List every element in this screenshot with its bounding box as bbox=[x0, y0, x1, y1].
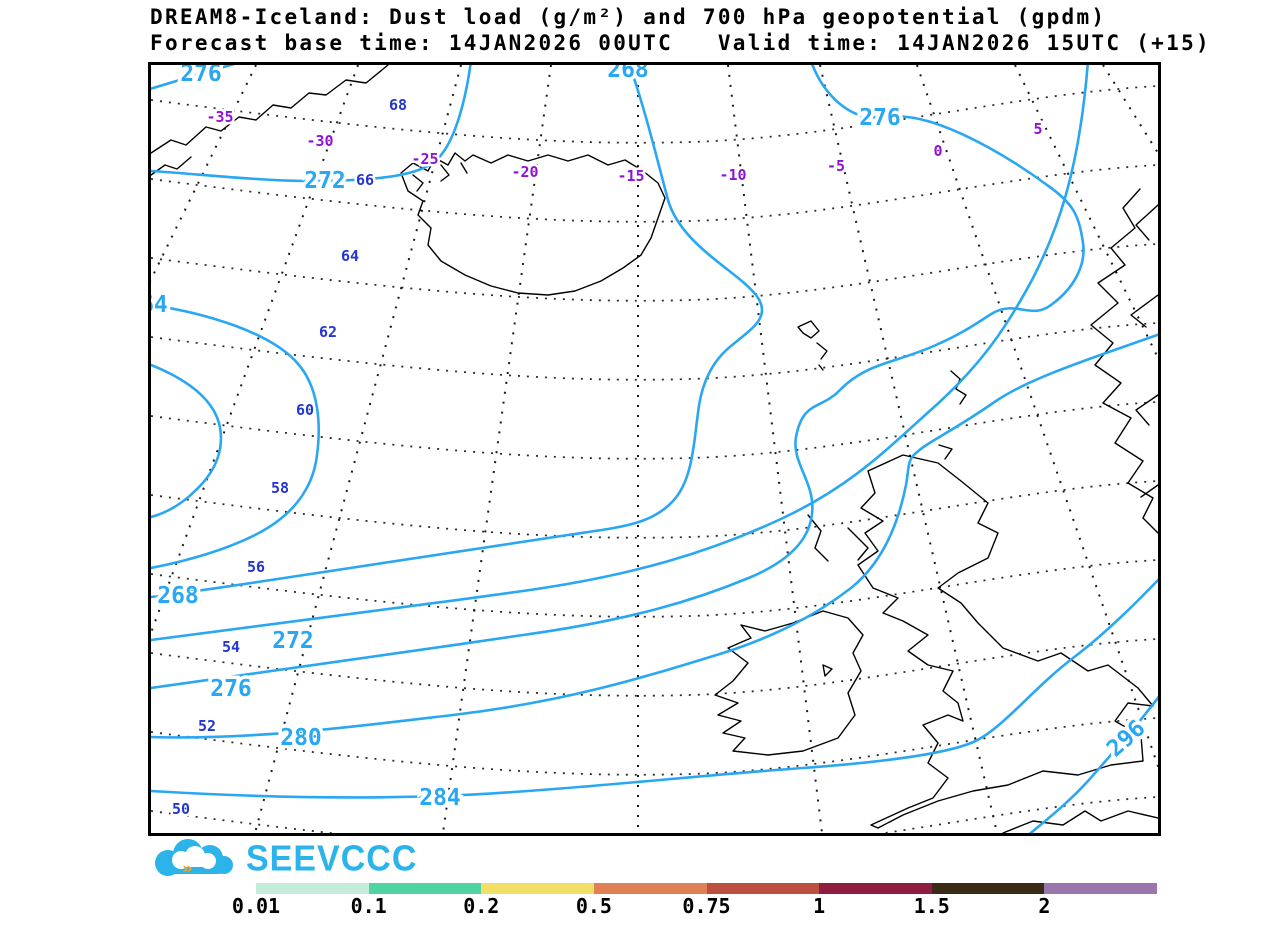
contour-264-loop bbox=[151, 303, 320, 570]
contour-label: 276 bbox=[180, 65, 222, 87]
longitude-label: 0 bbox=[933, 142, 942, 160]
latitude-label: 62 bbox=[319, 323, 337, 341]
latitude-label: 56 bbox=[247, 558, 265, 576]
coastlines bbox=[151, 65, 1158, 833]
map-frame: 2762722682762642682722762802842966866646… bbox=[148, 62, 1161, 836]
colorbar-segment bbox=[1044, 883, 1157, 894]
colorbar-segment bbox=[368, 883, 482, 894]
contour-label: 272 bbox=[304, 168, 346, 194]
colorbar-tick: 0.2 bbox=[463, 894, 500, 918]
parallel-line bbox=[151, 480, 1158, 539]
parallel-line bbox=[151, 638, 1158, 697]
colorbar-tick: 0.1 bbox=[350, 894, 387, 918]
longitude-label: -15 bbox=[617, 167, 644, 185]
colorbar-tick: 0.75 bbox=[682, 894, 731, 918]
latitude-label: 50 bbox=[172, 800, 190, 818]
contour-272-south bbox=[151, 65, 1089, 642]
longitude-label: 5 bbox=[1033, 120, 1042, 138]
contour-280 bbox=[151, 333, 1158, 739]
contour-296 bbox=[1028, 695, 1158, 833]
seevccc-logo: » SEEVCCC bbox=[148, 838, 417, 880]
longitude-label: -25 bbox=[411, 150, 438, 168]
dust-load-colorbar bbox=[256, 883, 1157, 894]
shetland-islands bbox=[950, 370, 967, 405]
orkney-islands bbox=[938, 444, 953, 460]
parallel-line bbox=[151, 796, 1158, 833]
greenland-coast bbox=[151, 65, 389, 154]
contour-284 bbox=[151, 578, 1158, 799]
latitude-label: 60 bbox=[296, 401, 314, 419]
colorbar-segment bbox=[481, 883, 594, 894]
longitude-label: -20 bbox=[511, 163, 538, 181]
colorbar-tick: 0.5 bbox=[575, 894, 612, 918]
colorbar-tick: 1.5 bbox=[913, 894, 950, 918]
contour-label: 276 bbox=[859, 105, 901, 131]
geopotential-contours bbox=[151, 65, 1158, 833]
faroe-islands bbox=[797, 320, 828, 371]
parallel-line bbox=[151, 243, 1158, 302]
contour-label: 264 bbox=[151, 292, 168, 318]
svg-text:»: » bbox=[182, 859, 193, 879]
norway-coast bbox=[1090, 188, 1158, 534]
contour-276-south bbox=[151, 65, 1085, 690]
iceland-fjords bbox=[412, 162, 468, 192]
map-title: DREAM8-Iceland: Dust load (g/m²) and 700… bbox=[150, 5, 1107, 29]
france-coast bbox=[1002, 810, 1158, 833]
map-labels: 2762722682762642682722762802842966866646… bbox=[151, 65, 1154, 821]
greenland-coast bbox=[151, 156, 192, 176]
title-block: DREAM8-Iceland: Dust load (g/m²) and 700… bbox=[150, 4, 1211, 56]
norway-fjords bbox=[1130, 204, 1158, 498]
latitude-label: 64 bbox=[341, 247, 359, 265]
contour-268 bbox=[151, 65, 764, 599]
contour-260-loop bbox=[151, 363, 223, 519]
great-britain-coast bbox=[857, 454, 1154, 829]
ireland-coast bbox=[714, 610, 864, 756]
colorbar-segment bbox=[931, 883, 1045, 894]
contour-276-nw bbox=[151, 65, 236, 90]
contour-label: 280 bbox=[280, 725, 322, 751]
longitude-label: -30 bbox=[306, 132, 333, 150]
colorbar-segment bbox=[819, 883, 932, 894]
contour-272-iceland bbox=[151, 65, 472, 183]
latitude-label: 54 bbox=[222, 638, 240, 656]
parallel-line bbox=[151, 85, 1158, 144]
latitude-label: 68 bbox=[389, 96, 407, 114]
outer-hebrides bbox=[807, 514, 829, 562]
parallel-line bbox=[151, 164, 1158, 223]
latitude-label: 52 bbox=[198, 717, 216, 735]
latitude-label: 58 bbox=[271, 479, 289, 497]
parallel-line bbox=[151, 322, 1158, 381]
contour-label: 268 bbox=[157, 583, 199, 609]
contour-label: 268 bbox=[607, 65, 649, 83]
forecast-time-subtitle: Forecast base time: 14JAN2026 00UTC Vali… bbox=[150, 31, 1211, 55]
longitude-label: -5 bbox=[827, 157, 845, 175]
colorbar-segment bbox=[593, 883, 707, 894]
logo-text: SEEVCCC bbox=[246, 838, 418, 879]
colorbar-tick: 2 bbox=[1038, 894, 1051, 918]
longitude-label: -35 bbox=[206, 108, 233, 126]
isle-of-man bbox=[822, 664, 833, 677]
parallel-line bbox=[151, 717, 1158, 776]
colorbar-segment bbox=[706, 883, 820, 894]
skye-island bbox=[847, 527, 869, 561]
colorbar-tick-labels: 0.01 0.1 0.2 0.5 0.75 1 1.5 2 bbox=[232, 894, 1157, 920]
iceland-coast bbox=[400, 152, 666, 296]
contour-label: 276 bbox=[210, 676, 252, 702]
cloud-icon: » bbox=[155, 839, 233, 879]
longitude-label: -10 bbox=[719, 166, 746, 184]
colorbar-tick: 0.01 bbox=[231, 894, 281, 918]
colorbar-segment bbox=[256, 883, 369, 894]
colorbar-tick: 1 bbox=[813, 894, 826, 918]
weather-map: 2762722682762642682722762802842966866646… bbox=[151, 65, 1158, 833]
contour-label: 272 bbox=[272, 628, 314, 654]
latitude-label: 66 bbox=[356, 171, 374, 189]
contour-label: 284 bbox=[419, 785, 461, 811]
parallel-line bbox=[151, 559, 1158, 618]
